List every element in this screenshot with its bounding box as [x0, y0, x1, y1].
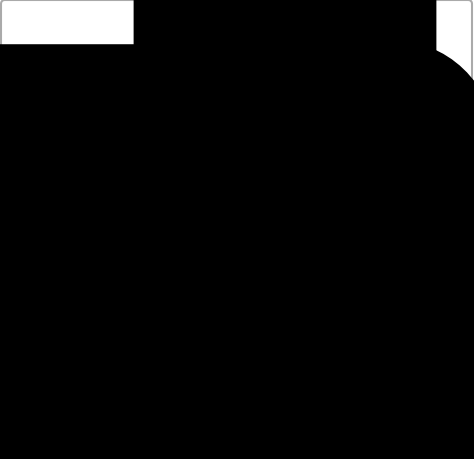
Text: H: H: [122, 236, 130, 246]
Text: NH: NH: [123, 354, 139, 364]
Text: −: −: [329, 146, 336, 155]
Text: O: O: [328, 252, 336, 263]
Text: Refresh page to flip back: Refresh page to flip back: [12, 445, 142, 455]
Text: O: O: [137, 252, 146, 263]
Text: NH: NH: [323, 354, 339, 364]
Text: −: −: [248, 263, 254, 272]
Text: MOC Quiz ID: 0025: MOC Quiz ID: 0025: [364, 445, 462, 455]
Text: O: O: [137, 133, 146, 143]
Text: −: −: [350, 391, 356, 400]
Text: −: −: [92, 302, 98, 311]
Text: O: O: [328, 133, 336, 143]
Text: −: −: [65, 165, 72, 174]
Text: O: O: [143, 378, 151, 388]
Text: −: −: [117, 345, 123, 354]
Text: H: H: [312, 236, 319, 246]
Text: Draw all other reasonable resonance structures (if any): Draw all other reasonable resonance stru…: [18, 56, 436, 68]
Text: O: O: [343, 378, 351, 388]
Text: H: H: [312, 117, 319, 127]
Text: H: H: [122, 117, 130, 127]
